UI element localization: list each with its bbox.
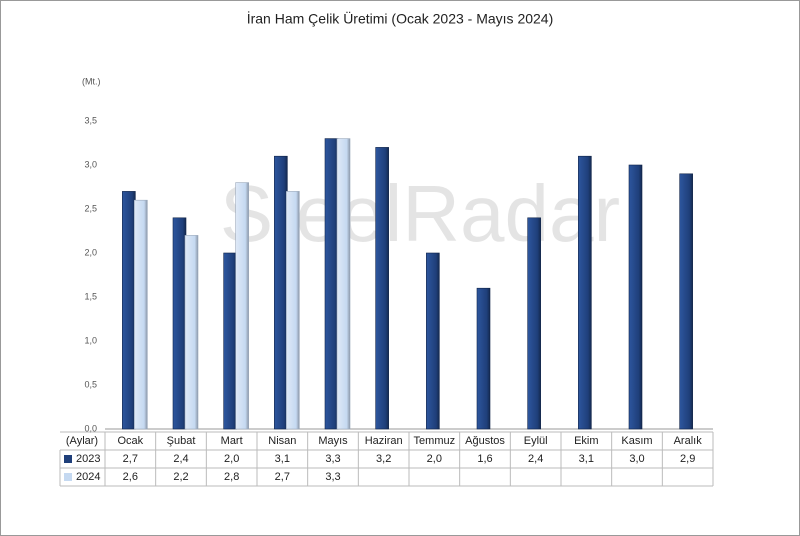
value-label: 2,4 xyxy=(173,453,188,465)
bar xyxy=(172,217,187,430)
value-label: 2,2 xyxy=(173,471,188,483)
x-tick-label: Mayıs xyxy=(318,435,348,447)
bar xyxy=(184,235,199,430)
bar xyxy=(223,252,237,430)
legend-label: 2023 xyxy=(76,453,100,465)
value-label: 3,3 xyxy=(325,471,340,483)
bar xyxy=(324,138,339,430)
value-label: 2,7 xyxy=(275,471,290,483)
bar xyxy=(134,199,148,430)
value-label: 3,3 xyxy=(325,453,340,465)
bar xyxy=(679,173,693,430)
value-label: 2,8 xyxy=(224,471,239,483)
y-tick-label: 1,0 xyxy=(84,335,97,345)
x-tick-label: Nisan xyxy=(268,435,296,447)
x-tick-label: Mart xyxy=(221,435,243,447)
bar xyxy=(628,164,643,430)
bar xyxy=(235,182,249,430)
value-label: 2,9 xyxy=(680,453,695,465)
x-tick-label: Aralık xyxy=(674,435,703,447)
y-tick-label: 0,0 xyxy=(84,423,97,433)
x-tick-label: Ağustos xyxy=(465,435,505,447)
value-label: 3,0 xyxy=(629,453,644,465)
value-label: 2,0 xyxy=(224,453,239,465)
table-header: (Aylar) xyxy=(66,435,98,447)
legend-key xyxy=(64,455,72,463)
bar xyxy=(122,191,136,430)
x-tick-label: Ekim xyxy=(574,435,598,447)
bar xyxy=(286,191,300,430)
x-tick-label: Şubat xyxy=(167,435,196,447)
y-tick-label: 2,5 xyxy=(84,203,97,213)
legend-key xyxy=(64,473,72,481)
bar xyxy=(336,138,351,430)
y-tick-label: 0,5 xyxy=(84,379,97,389)
bar xyxy=(527,217,541,430)
value-label: 1,6 xyxy=(477,453,492,465)
y-tick-label: 1,5 xyxy=(84,291,97,301)
value-label: 3,1 xyxy=(275,453,290,465)
x-tick-label: Eylül xyxy=(524,435,548,447)
bar xyxy=(578,155,592,430)
bar xyxy=(375,147,389,430)
y-tick-label: 3,0 xyxy=(84,159,97,169)
bar xyxy=(426,252,440,430)
x-tick-label: Haziran xyxy=(365,435,403,447)
legend-label: 2024 xyxy=(76,471,100,483)
chart-title: İran Ham Çelik Üretimi (Ocak 2023 - Mayı… xyxy=(247,10,554,27)
value-label: 2,0 xyxy=(427,453,442,465)
y-axis-label: (Mt.) xyxy=(82,76,101,86)
value-label: 2,7 xyxy=(123,453,138,465)
y-tick-label: 2,0 xyxy=(84,247,97,257)
x-tick-label: Kasım xyxy=(621,435,652,447)
value-label: 2,4 xyxy=(528,453,543,465)
bar xyxy=(274,155,288,430)
x-tick-label: Temmuz xyxy=(414,435,456,447)
x-tick-label: Ocak xyxy=(117,435,143,447)
value-label: 3,1 xyxy=(579,453,594,465)
value-label: 2,6 xyxy=(123,471,138,483)
y-tick-label: 3,5 xyxy=(84,115,97,125)
value-label: 3,2 xyxy=(376,453,391,465)
bar xyxy=(476,287,491,430)
